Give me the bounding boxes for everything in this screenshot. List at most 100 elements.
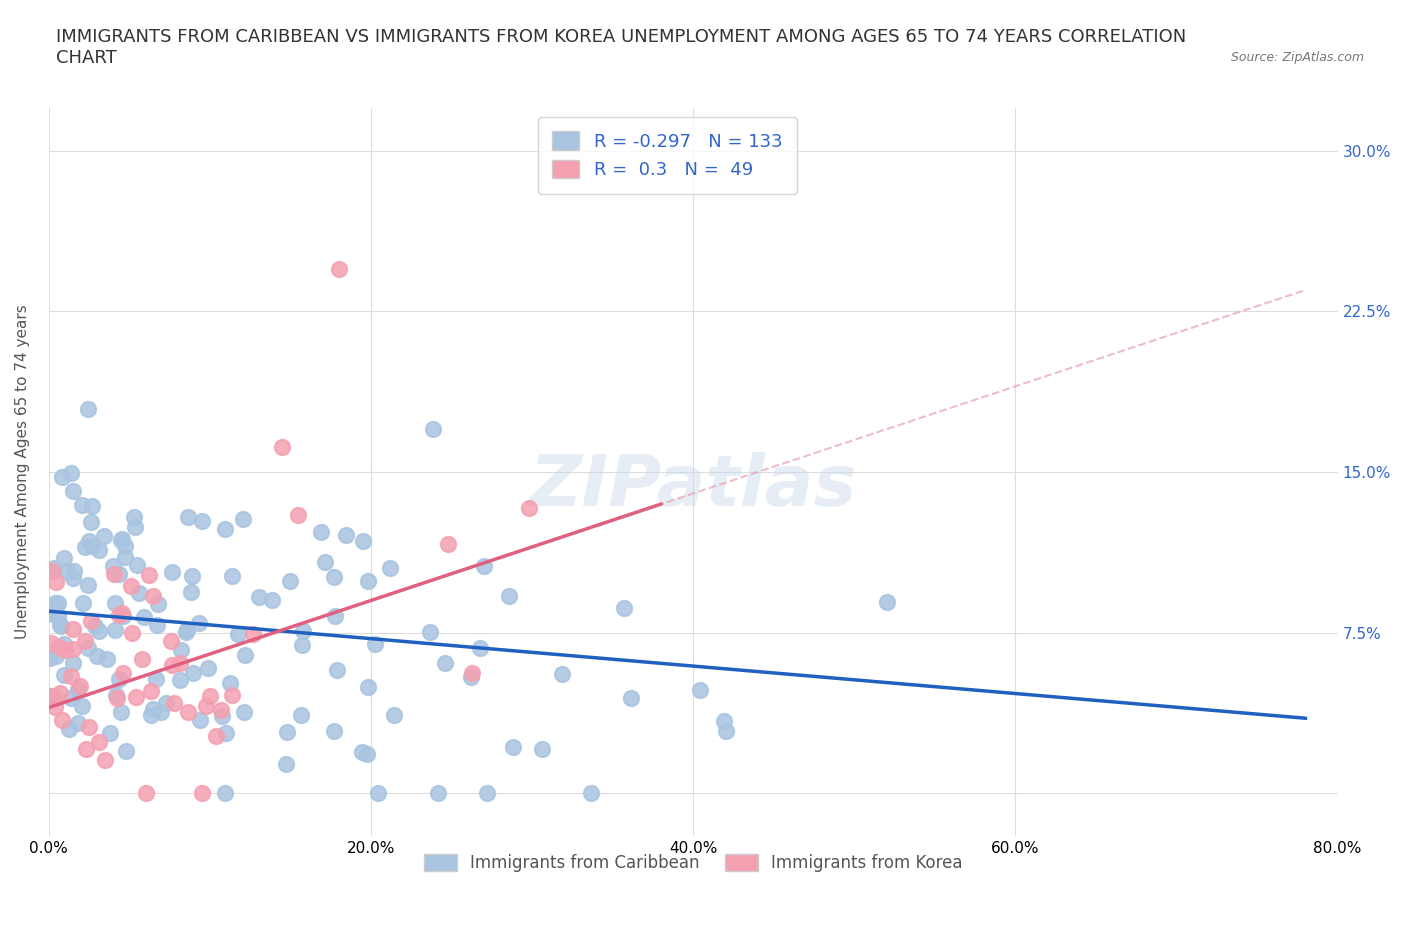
Point: [93, 529, 115, 544]
Point: [146, 597, 169, 612]
Point: [434, 656, 457, 671]
Point: [87, 735, 110, 750]
Point: [104, 595, 127, 610]
Point: [177, 510, 200, 525]
Point: [39, 650, 62, 665]
Point: [180, 584, 202, 599]
Point: [38, 689, 60, 704]
Y-axis label: Unemployment Among Ages 65 to 74 years: Unemployment Among Ages 65 to 74 years: [15, 305, 30, 640]
Point: [77, 641, 100, 656]
Point: [125, 690, 148, 705]
Point: [98, 725, 121, 740]
Point: [335, 527, 357, 542]
Point: [66, 716, 89, 731]
Point: [322, 724, 344, 739]
Point: [353, 534, 375, 549]
Point: [367, 786, 389, 801]
Point: [125, 558, 148, 573]
Point: [108, 566, 131, 581]
Point: [53, 668, 76, 683]
Point: [204, 729, 226, 744]
Point: [46, 596, 69, 611]
Point: [214, 522, 236, 537]
Point: [689, 683, 711, 698]
Point: [149, 705, 172, 720]
Point: [287, 508, 309, 523]
Point: [291, 638, 314, 653]
Point: [67, 682, 90, 697]
Point: [108, 671, 131, 686]
Point: [475, 786, 498, 801]
Point: [110, 705, 132, 720]
Point: [233, 705, 256, 720]
Point: [197, 660, 219, 675]
Point: [62, 484, 84, 498]
Point: [59, 669, 82, 684]
Point: [426, 786, 449, 801]
Point: [42, 688, 65, 703]
Point: [292, 623, 315, 638]
Point: [44, 648, 66, 663]
Text: IMMIGRANTS FROM CARIBBEAN VS IMMIGRANTS FROM KOREA UNEMPLOYMENT AMONG AGES 65 TO: IMMIGRANTS FROM CARIBBEAN VS IMMIGRANTS …: [56, 28, 1187, 67]
Point: [163, 696, 186, 711]
Point: [159, 633, 181, 648]
Point: [187, 616, 209, 631]
Point: [44, 700, 66, 715]
Point: [274, 757, 297, 772]
Point: [94, 752, 117, 767]
Point: [77, 401, 100, 416]
Point: [422, 421, 444, 436]
Point: [103, 566, 125, 581]
Point: [124, 520, 146, 535]
Point: [142, 589, 165, 604]
Point: [162, 565, 184, 579]
Point: [221, 568, 243, 583]
Point: [49, 685, 72, 700]
Point: [138, 567, 160, 582]
Point: [155, 696, 177, 711]
Point: [111, 608, 134, 623]
Point: [194, 698, 217, 713]
Point: [46, 609, 69, 624]
Point: [121, 626, 143, 641]
Point: [218, 676, 240, 691]
Point: [579, 786, 602, 801]
Point: [226, 627, 249, 642]
Point: [278, 574, 301, 589]
Point: [323, 569, 346, 584]
Point: [104, 688, 127, 703]
Legend: Immigrants from Caribbean, Immigrants from Korea: Immigrants from Caribbean, Immigrants fr…: [416, 847, 970, 879]
Point: [290, 708, 312, 723]
Point: [135, 786, 157, 801]
Point: [498, 589, 520, 604]
Point: [70, 498, 93, 512]
Point: [160, 658, 183, 672]
Point: [270, 440, 292, 455]
Point: [530, 741, 553, 756]
Point: [122, 510, 145, 525]
Point: [104, 622, 127, 637]
Point: [309, 525, 332, 540]
Point: [101, 558, 124, 573]
Point: [110, 533, 132, 548]
Point: [52, 636, 75, 651]
Point: [551, 667, 574, 682]
Point: [169, 656, 191, 671]
Point: [209, 702, 232, 717]
Point: [177, 704, 200, 719]
Point: [62, 656, 84, 671]
Point: [314, 554, 336, 569]
Point: [326, 663, 349, 678]
Point: [80, 498, 103, 513]
Point: [214, 786, 236, 801]
Point: [620, 691, 643, 706]
Point: [382, 708, 405, 723]
Point: [378, 561, 401, 576]
Point: [221, 687, 243, 702]
Point: [51, 713, 73, 728]
Point: [80, 514, 103, 529]
Point: [114, 538, 136, 553]
Point: [52, 550, 75, 565]
Point: [45, 575, 67, 590]
Text: Source: ZipAtlas.com: Source: ZipAtlas.com: [1230, 51, 1364, 64]
